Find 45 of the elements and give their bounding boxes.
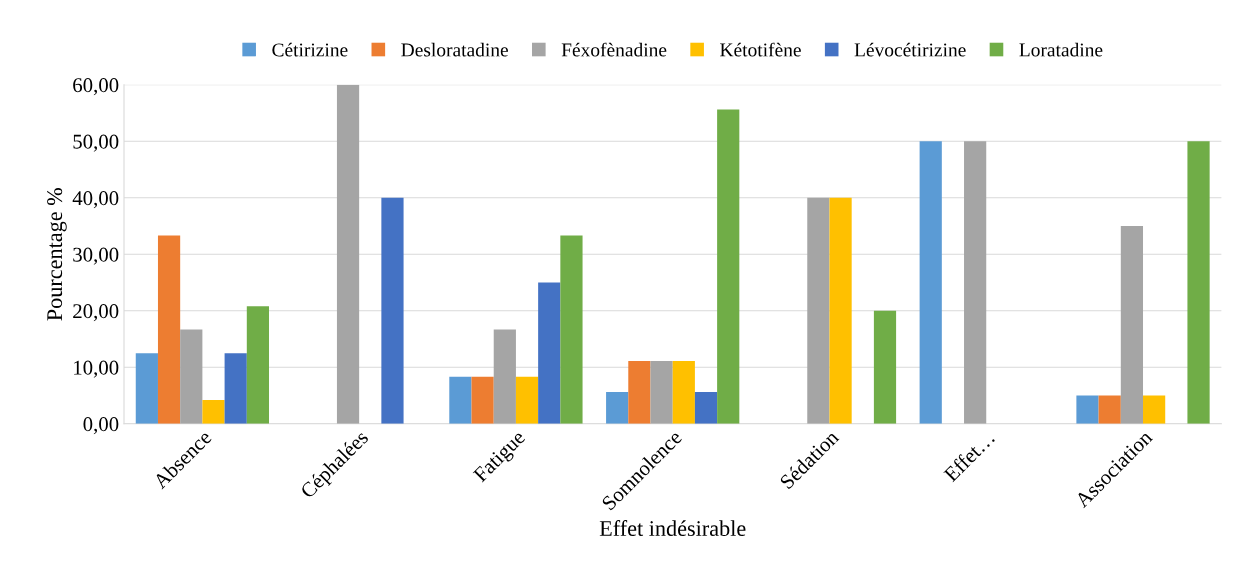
- bar: [246, 306, 270, 424]
- y-tick-label: 10,00: [74, 360, 119, 378]
- legend-label: Kétotifène: [720, 42, 801, 57]
- y-tick-label: 20,00: [73, 304, 119, 322]
- bar: [628, 361, 651, 424]
- legend-label: Lévocétirizine: [854, 42, 966, 57]
- bar: [471, 376, 494, 424]
- bar: [694, 392, 718, 424]
- legend-label: Loratadine: [1019, 42, 1103, 57]
- bar: [538, 282, 561, 424]
- y-tick-label: 60,00: [73, 78, 119, 96]
- bar: [672, 361, 695, 424]
- bar: [807, 197, 830, 424]
- bar: [829, 197, 852, 424]
- bar: [717, 109, 740, 424]
- x-axis-title: Effet indésirable: [599, 520, 746, 536]
- bar: [1143, 395, 1166, 424]
- bar: [493, 329, 516, 424]
- bar: [606, 392, 629, 424]
- bar: [560, 235, 583, 424]
- bar: [964, 141, 987, 424]
- bar: [873, 310, 897, 424]
- bar: [1098, 395, 1121, 424]
- bar: [202, 400, 225, 424]
- y-tick-label: 30,00: [73, 247, 119, 265]
- y-tick-label: 50,00: [73, 134, 119, 152]
- bar: [135, 353, 158, 424]
- bar: [919, 141, 942, 424]
- bar: [157, 235, 181, 424]
- bar: [180, 329, 203, 424]
- bar: [1120, 226, 1144, 424]
- bar: [515, 376, 539, 424]
- bar: [449, 376, 472, 424]
- bar: [381, 197, 404, 424]
- legend-label: Desloratadine: [401, 42, 508, 57]
- legend-label: Féxofènadine: [561, 42, 667, 57]
- bar: [1187, 141, 1210, 424]
- y-tick-label: 40,00: [72, 191, 119, 209]
- y-axis-title: Pourcentage %: [47, 188, 67, 321]
- bar: [1076, 395, 1099, 424]
- legend-label: Cétirizine: [272, 42, 348, 57]
- y-tick-label: 0,00: [83, 417, 119, 435]
- bar: [224, 353, 247, 424]
- bar: [650, 361, 673, 424]
- bar: [336, 84, 360, 424]
